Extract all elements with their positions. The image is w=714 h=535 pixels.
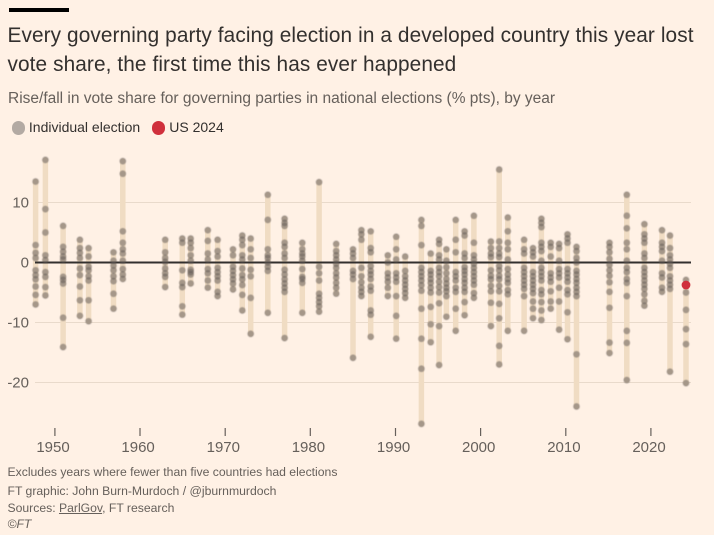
svg-text:-20: -20 bbox=[7, 375, 29, 392]
svg-text:1970: 1970 bbox=[207, 439, 240, 456]
svg-text:-10: -10 bbox=[7, 315, 29, 332]
svg-text:10: 10 bbox=[12, 195, 29, 212]
svg-text:1980: 1980 bbox=[292, 439, 325, 456]
svg-text:2000: 2000 bbox=[462, 439, 495, 456]
svg-text:1950: 1950 bbox=[36, 439, 69, 456]
svg-text:0: 0 bbox=[21, 255, 29, 272]
svg-text:2010: 2010 bbox=[547, 439, 580, 456]
svg-text:2020: 2020 bbox=[632, 439, 665, 456]
svg-text:1990: 1990 bbox=[377, 439, 410, 456]
svg-text:1960: 1960 bbox=[121, 439, 154, 456]
